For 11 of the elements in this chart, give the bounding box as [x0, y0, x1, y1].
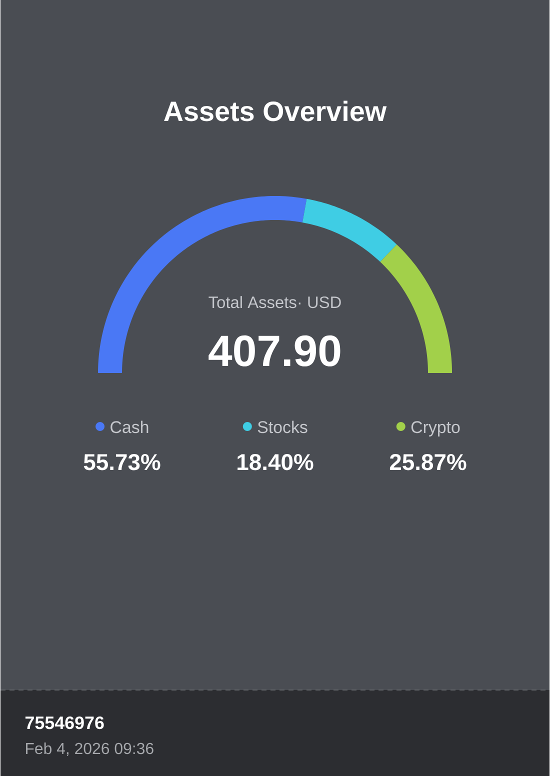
- legend-label: Crypto: [411, 421, 460, 437]
- data-label: 55.73%: [84, 454, 160, 470]
- legend-label: Cash: [110, 420, 148, 434]
- legend-label: Stocks: [258, 420, 308, 434]
- text: 75546976: [25, 716, 104, 730]
- text: Feb 4, 2026 09:36: [26, 742, 154, 756]
- text: Total Assets· USD: [208, 296, 341, 308]
- data-label: 18.40%: [238, 454, 314, 470]
- data-label: 25.87%: [390, 454, 466, 470]
- chart-title: Assets Overview: [164, 100, 387, 122]
- text: 407.90: [208, 335, 340, 366]
